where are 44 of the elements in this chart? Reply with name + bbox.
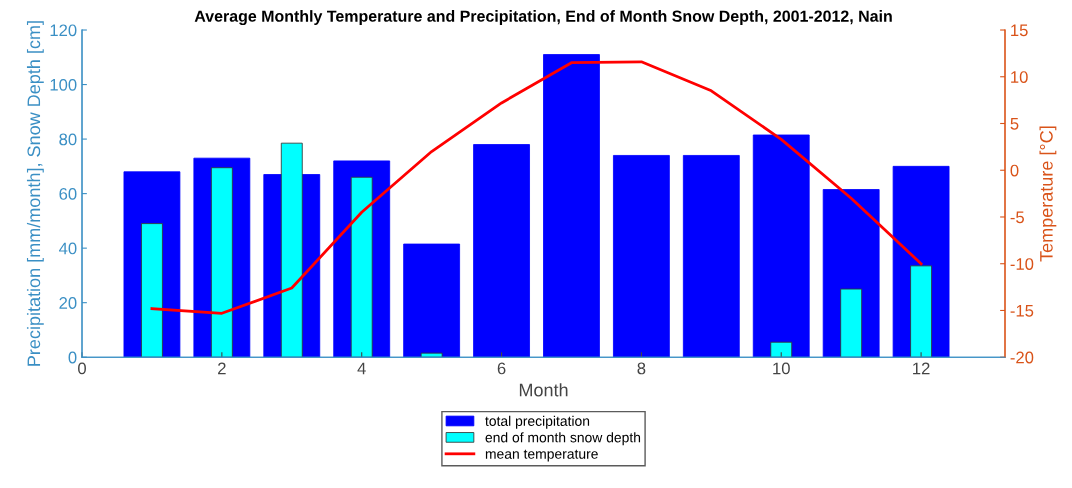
y-axis-title: Precipitation [mm/month], Snow Depth [cm] (26, 21, 44, 366)
y2-tick-label: 0 (1010, 164, 1019, 177)
y-tick-label: 40 (58, 242, 77, 255)
x-tick-label: 8 (637, 362, 646, 375)
bar (910, 265, 932, 358)
bar (141, 223, 163, 358)
bar (403, 243, 461, 358)
legend-label: total precipitation (485, 415, 590, 429)
y-tick-label: 60 (59, 188, 77, 200)
bar (682, 155, 740, 358)
x-tick-label: 2 (218, 362, 226, 375)
y-tick-label: 80 (59, 133, 77, 146)
y2-axis-title: Temperature [°C] (1039, 126, 1057, 262)
y-tick-label: 100 (50, 78, 77, 91)
x-tick-label: 10 (773, 362, 790, 375)
y2-tick-label: -20 (1010, 351, 1034, 364)
x-axis-title: Month (519, 383, 568, 397)
y2-tick-label: -15 (1010, 305, 1034, 317)
x-tick-label: 0 (78, 362, 86, 375)
bar (280, 142, 303, 358)
bar (752, 134, 810, 358)
y-tick-label: 20 (59, 297, 77, 309)
y2-tick-label: -10 (1010, 258, 1034, 270)
x-tick-label: 12 (913, 362, 930, 375)
bar (770, 341, 793, 358)
x-tick-label: 6 (497, 362, 506, 375)
y2-tick-label: 15 (1011, 24, 1028, 37)
bar (350, 176, 373, 358)
chart-title: Average Monthly Temperature and Precipitation, End of Month Snow Depth, 2001-2012, Nain (194, 10, 892, 26)
x-tick-label: 4 (357, 362, 366, 375)
y2-tick-label: 10 (1011, 71, 1028, 83)
legend-label: mean temperature (485, 449, 598, 462)
line-series (150, 60, 923, 315)
bar (840, 288, 863, 358)
legend-label: end of month snow depth (485, 432, 641, 446)
y2-tick-label: -5 (1010, 211, 1024, 224)
y-tick-label: 0 (68, 351, 77, 364)
bar (543, 54, 600, 358)
bar (210, 167, 233, 358)
bar (420, 352, 443, 358)
bar (473, 144, 530, 358)
y-tick-label: 120 (50, 24, 77, 37)
y2-tick-label: 5 (1010, 118, 1019, 130)
bar (613, 155, 670, 358)
